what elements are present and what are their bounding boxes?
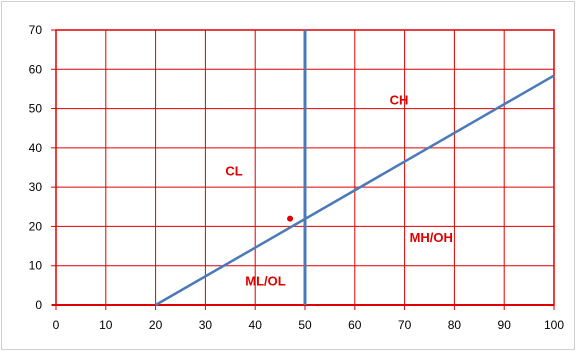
x-tick-label: 70 xyxy=(398,318,412,332)
label-layer: 0 10 20 30 40 50 60 70 80 90 100 0 10 20 30 40 50 60 70 CL C… xyxy=(29,23,565,332)
y-tick-label: 0 xyxy=(35,298,42,312)
y-tick-label: 20 xyxy=(29,219,43,233)
region-label-ml-ol: ML/OL xyxy=(245,273,285,288)
x-tick-label: 80 xyxy=(448,318,462,332)
x-tick-label: 20 xyxy=(149,318,163,332)
region-label-cl: CL xyxy=(225,163,242,178)
a-line xyxy=(154,74,555,307)
x-tick-label: 0 xyxy=(53,318,60,332)
x-tick-label: 100 xyxy=(544,318,564,332)
x-tick-label: 10 xyxy=(99,318,113,332)
region-label-mh-oh: MH/OH xyxy=(410,230,453,245)
x-tick-label: 50 xyxy=(298,318,312,332)
x-tick-label: 40 xyxy=(249,318,263,332)
x-tick-label: 60 xyxy=(348,318,362,332)
y-tick-label: 10 xyxy=(29,259,43,273)
grid-layer xyxy=(51,29,555,310)
y-tick-label: 50 xyxy=(29,102,43,116)
data-point xyxy=(287,215,294,222)
region-label-ch: CH xyxy=(390,93,409,108)
y-tick-label: 70 xyxy=(29,23,43,37)
x-tick-label: 90 xyxy=(498,318,512,332)
y-tick-label: 30 xyxy=(29,180,43,194)
y-tick-label: 60 xyxy=(29,62,43,76)
y-tick-label: 40 xyxy=(29,141,43,155)
x-tick-label: 30 xyxy=(199,318,213,332)
series-layer xyxy=(154,30,555,307)
